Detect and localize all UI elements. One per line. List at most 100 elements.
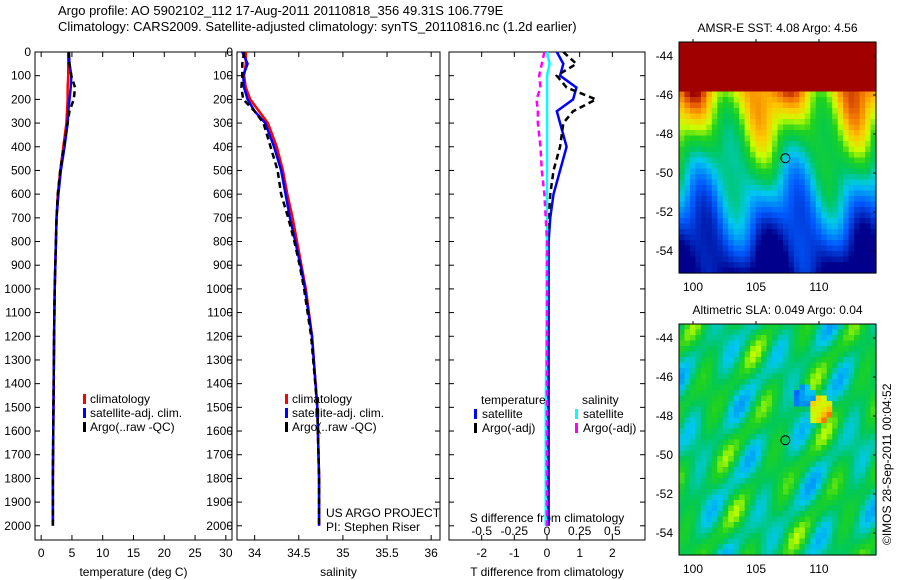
map-cell <box>722 434 729 441</box>
map-cell <box>761 549 768 556</box>
map-cell <box>799 234 806 241</box>
map-cell <box>750 267 757 274</box>
map-cell <box>865 240 872 247</box>
map-cell <box>750 390 757 397</box>
map-cell <box>804 80 811 87</box>
map-cell <box>870 42 877 49</box>
map-cell <box>826 240 833 247</box>
map-cell <box>777 478 784 485</box>
map-cell <box>733 152 740 159</box>
map-cell <box>815 179 822 186</box>
map-cell <box>837 406 844 413</box>
map-cell <box>700 135 707 142</box>
map-cell <box>788 212 795 219</box>
map-cell <box>728 174 735 181</box>
map-cell <box>821 240 828 247</box>
map-cell <box>695 86 702 93</box>
map-cell <box>804 102 811 109</box>
map-cell <box>782 500 790 507</box>
project-label: US ARGO PROJECT <box>326 506 441 520</box>
map-cell <box>739 379 746 386</box>
map-cell <box>700 212 707 219</box>
map-cell <box>766 362 773 369</box>
map-cell <box>804 163 811 170</box>
map-cell <box>722 478 729 485</box>
map-cell <box>804 168 811 175</box>
map-cell <box>837 340 844 347</box>
map-cell <box>865 406 872 413</box>
map-cell <box>821 119 828 126</box>
map-cell <box>766 379 773 386</box>
map-cell <box>815 163 822 170</box>
map-cell <box>761 80 768 87</box>
map-cell <box>722 516 729 523</box>
map-cell <box>711 500 718 507</box>
map-cell <box>777 201 784 208</box>
map-cell <box>695 505 702 512</box>
y-tick-label: 1900 <box>4 495 31 509</box>
map-cell <box>706 135 713 142</box>
map-cell <box>717 357 724 364</box>
map-cell <box>728 456 735 463</box>
map-cell <box>684 119 691 126</box>
map-cell <box>679 467 686 474</box>
map-cell <box>733 64 740 71</box>
map-cell <box>744 516 751 523</box>
map-cell <box>689 212 697 219</box>
map-cell <box>755 146 762 153</box>
map-cell <box>755 390 762 397</box>
map-cell <box>804 141 811 148</box>
map-cell <box>761 494 768 501</box>
map-cell <box>711 549 718 556</box>
map-cell <box>810 240 817 247</box>
map-cell <box>821 267 828 274</box>
map-cell <box>706 69 713 76</box>
map-cell <box>733 362 740 369</box>
map-cell <box>821 174 828 181</box>
map-cell <box>733 445 740 452</box>
map-cell <box>810 390 817 397</box>
map-cell <box>782 75 790 82</box>
map-cell <box>788 135 795 142</box>
map-cell <box>821 428 828 435</box>
map-cell <box>706 218 713 225</box>
map-cell <box>865 500 872 507</box>
map-cell <box>679 124 686 131</box>
map-cell <box>810 174 817 181</box>
map-cell <box>679 229 686 236</box>
map-cell <box>777 390 784 397</box>
map-cell <box>804 346 811 353</box>
map-cell <box>848 113 855 120</box>
map-cell <box>782 494 790 501</box>
map-cell <box>859 102 866 109</box>
title-line2: Climatology: CARS2009. Satellite-adjuste… <box>58 19 577 34</box>
map-cell <box>837 329 844 336</box>
map-cell <box>870 207 877 214</box>
map-cell <box>772 538 779 545</box>
map-cell <box>837 527 844 534</box>
map-cell <box>788 549 795 556</box>
map-cell <box>799 417 806 424</box>
map-cell <box>815 251 822 258</box>
y-tick-label: 1000 <box>206 282 233 296</box>
map-cell <box>826 212 833 219</box>
map-cell <box>750 494 757 501</box>
map-cell <box>717 439 724 446</box>
map-cell <box>728 245 735 252</box>
map-cell <box>782 401 790 408</box>
map-cell <box>679 434 686 441</box>
map-cell <box>728 97 735 104</box>
map-cell <box>728 505 735 512</box>
map-cell <box>761 483 768 490</box>
map-cell <box>728 478 735 485</box>
map-cell <box>772 494 779 501</box>
map-cell <box>777 64 784 71</box>
map-cell <box>689 75 697 82</box>
map-cell <box>815 335 822 342</box>
map-cell <box>793 42 800 49</box>
map-cell <box>815 494 822 501</box>
map-cell <box>804 108 811 115</box>
map-cell <box>684 207 691 214</box>
map-cell <box>728 190 735 197</box>
map-cell <box>772 267 779 274</box>
